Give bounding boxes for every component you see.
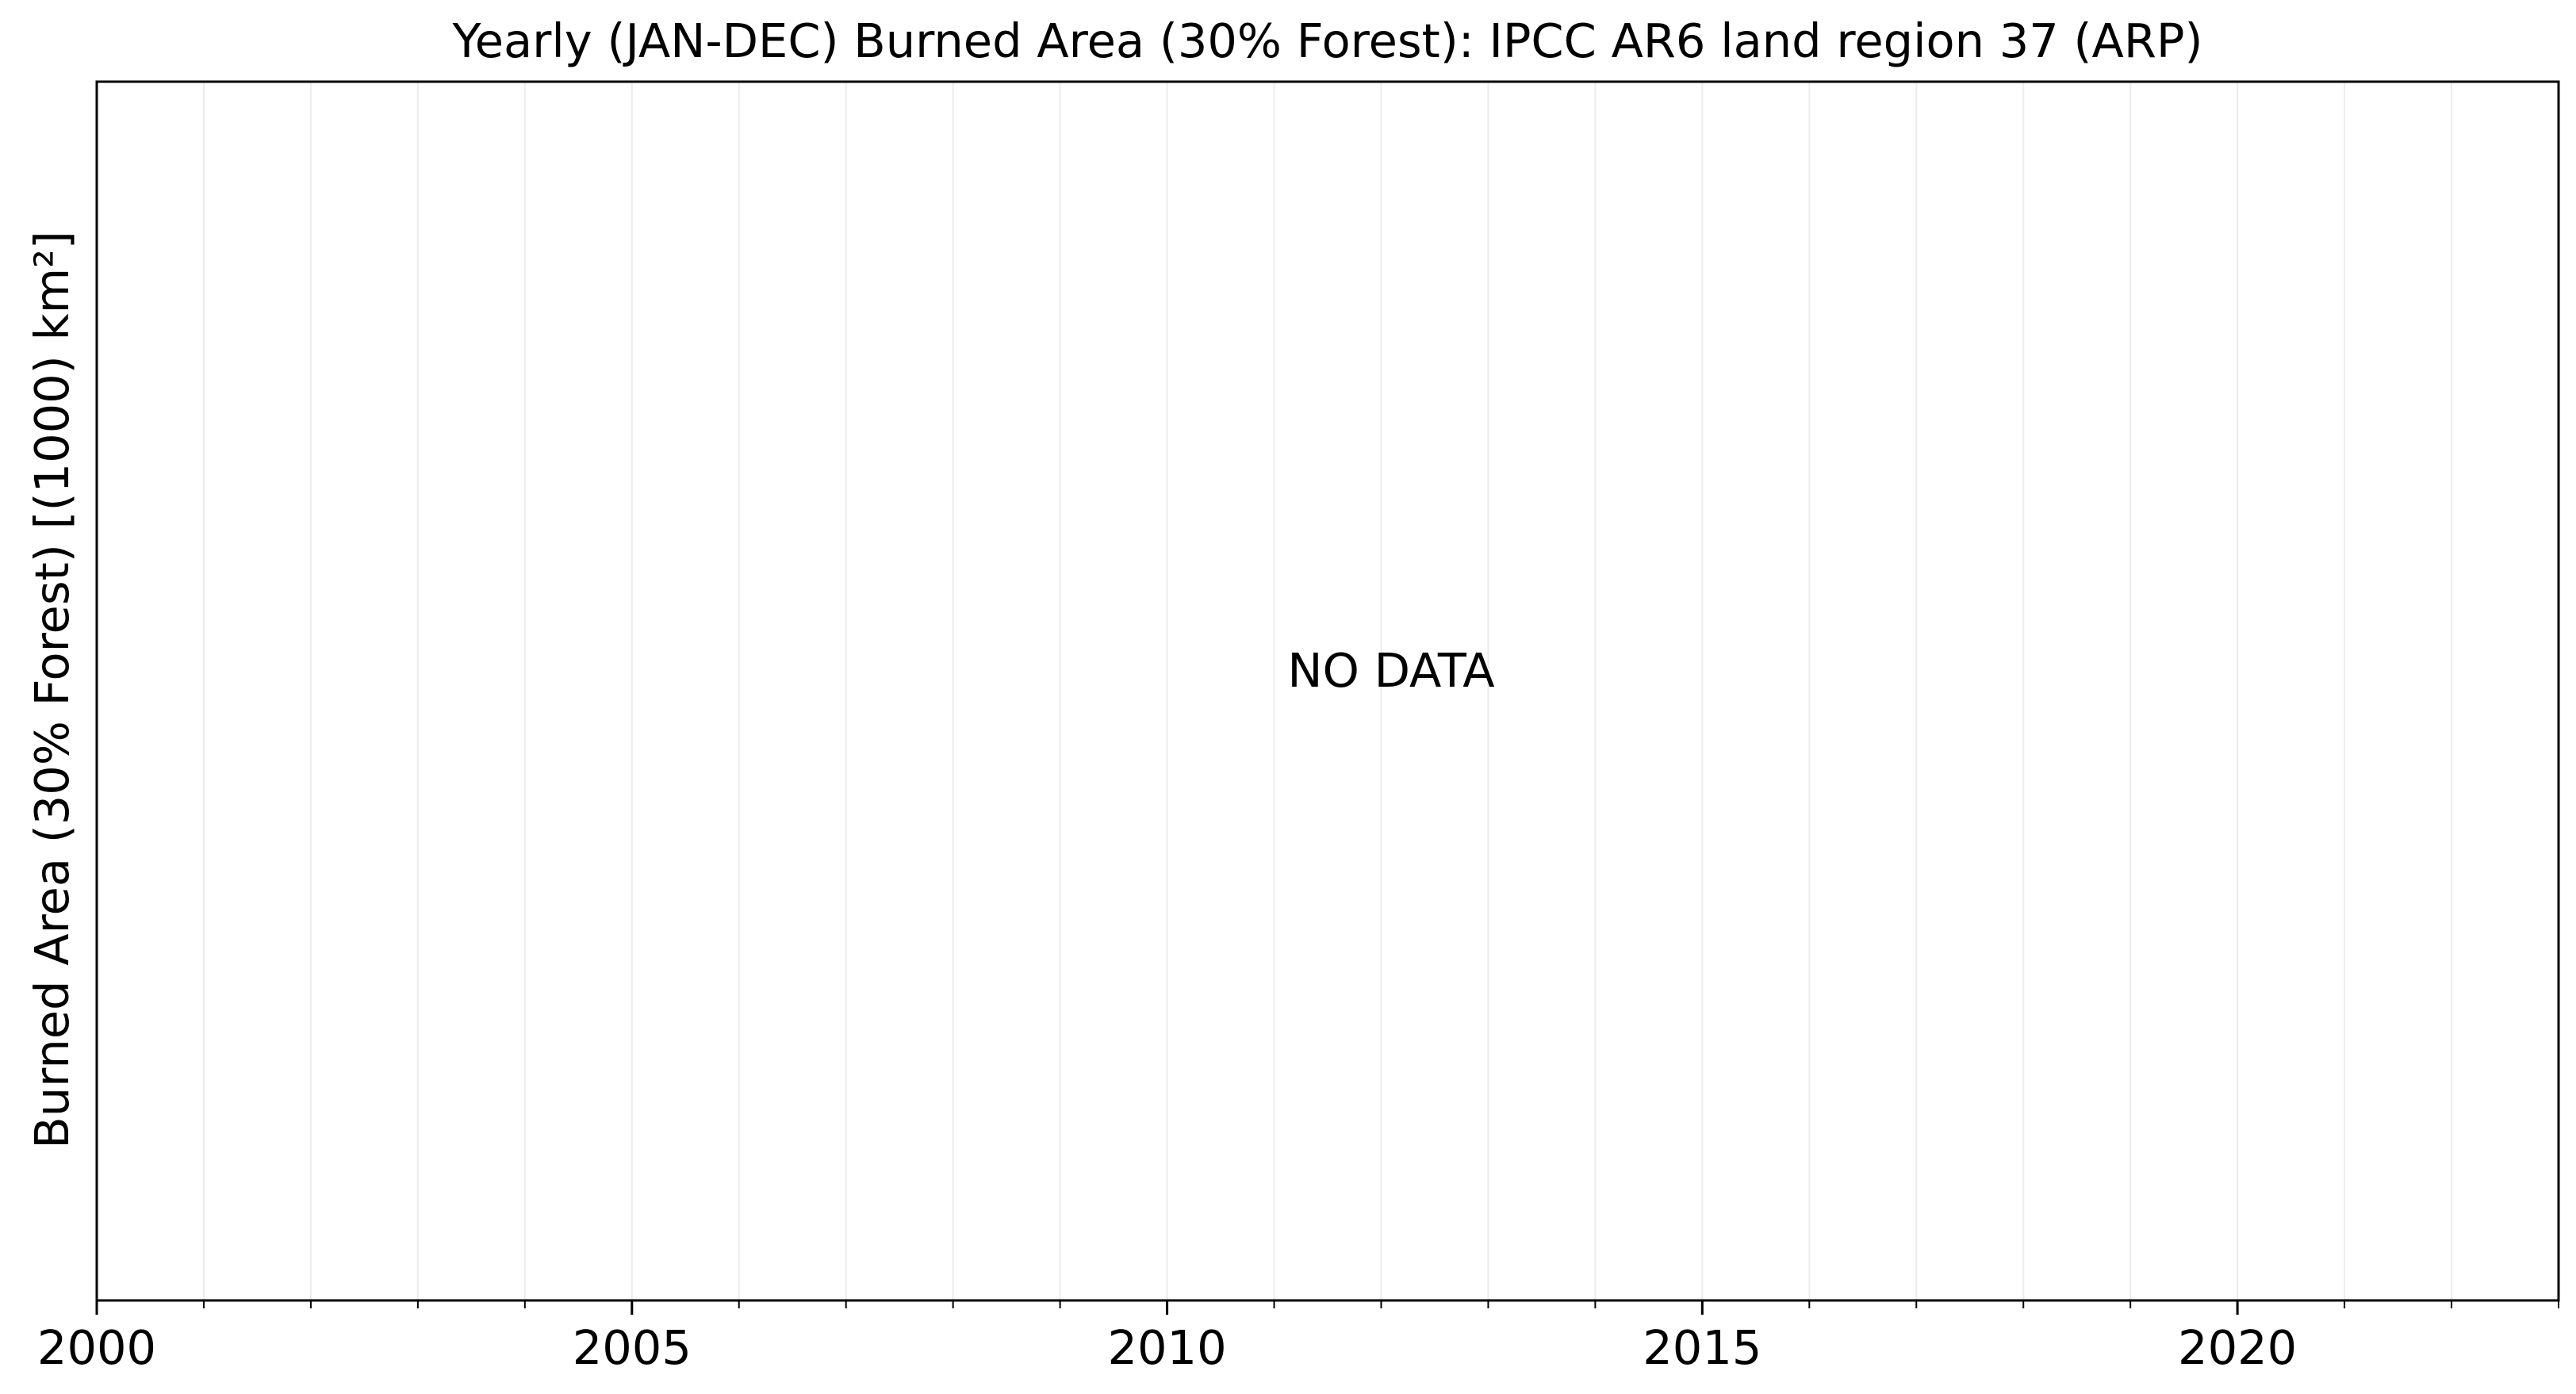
x-tick-label: 2015 — [1643, 1320, 1761, 1375]
plot-area-frame — [95, 80, 2560, 1302]
x-axis-ticks — [95, 1300, 2559, 1315]
x-tick-label: 2010 — [1107, 1320, 1226, 1375]
no-data-annotation: NO DATA — [1287, 643, 1494, 698]
x-tick-label: 2020 — [2178, 1320, 2297, 1375]
x-axis-tick-labels: 2000 2005 2010 2015 2020 — [37, 1320, 2297, 1375]
x-tick-label: 2005 — [573, 1320, 692, 1375]
y-axis-label: Burned Area (30% Forest) [(1000) km²] — [25, 231, 79, 1149]
chart-title: Yearly (JAN-DEC) Burned Area (30% Forest… — [451, 13, 2202, 68]
x-tick-label: 2000 — [37, 1320, 156, 1375]
